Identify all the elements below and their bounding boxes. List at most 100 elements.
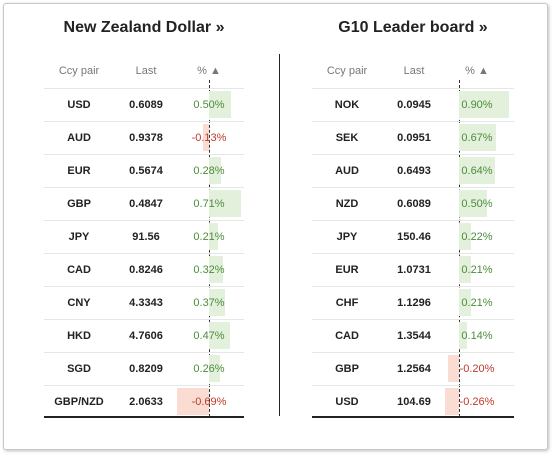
panel-divider	[279, 54, 280, 416]
pct-change-cell: 0.22%	[444, 221, 510, 252]
g10-table: NOK 0.0945 0.90% SEK 0.0951 0.67% AUD 0.6493 0.6…	[312, 88, 514, 418]
ccy-pair-cell[interactable]: HKD	[67, 330, 91, 342]
ccy-pair-cell[interactable]: NOK	[334, 99, 360, 111]
ccy-pair-cell[interactable]: EUR	[335, 264, 359, 276]
table-row[interactable]: CAD 1.3544 0.14%	[312, 319, 514, 352]
ccy-pair-cell[interactable]: GBP	[67, 198, 91, 210]
last-price-cell: 1.1296	[397, 297, 431, 309]
last-price-cell: 1.3544	[397, 330, 431, 342]
ccy-pair-cell[interactable]: GBP	[335, 363, 359, 375]
pct-change-cell: 0.14%	[444, 320, 510, 351]
table-row[interactable]: JPY 150.46 0.22%	[312, 220, 514, 253]
positive-change-bar	[208, 223, 219, 250]
ccy-pair-cell[interactable]: USD	[335, 396, 359, 408]
ccy-pair-cell[interactable]: EUR	[67, 165, 91, 177]
table-row[interactable]: CAD 0.8246 0.32%	[44, 253, 244, 286]
table-row[interactable]: GBP 0.4847 0.71%	[44, 187, 244, 220]
pct-change-value: 0.28%	[193, 165, 225, 177]
positive-change-bar	[459, 322, 468, 349]
ccy-pair-cell[interactable]: CAD	[67, 264, 91, 276]
g10-panel-title[interactable]: G10 Leader board »	[338, 19, 488, 36]
pct-change-value: -0.69%	[191, 396, 227, 408]
pct-change-cell: -0.26%	[444, 386, 510, 417]
positive-change-bar	[459, 289, 471, 316]
pct-change-value: 0.37%	[193, 297, 225, 309]
header-ccy-pair[interactable]: Ccy pair	[326, 65, 368, 77]
table-row[interactable]: SEK 0.0951 0.67%	[312, 121, 514, 154]
table-row[interactable]: EUR 0.5674 0.28%	[44, 154, 244, 187]
positive-change-bar	[459, 91, 509, 118]
ccy-pair-cell[interactable]: AUD	[335, 165, 359, 177]
ccy-pair-cell[interactable]: JPY	[336, 231, 358, 243]
pct-change-value: 0.71%	[193, 198, 225, 210]
ccy-pair-cell[interactable]: CHF	[335, 297, 359, 309]
table-row[interactable]: JPY 91.56 0.21%	[44, 220, 244, 253]
ccy-pair-cell[interactable]: SGD	[67, 363, 91, 375]
last-price-cell: 0.0945	[397, 99, 431, 111]
pct-change-value: 0.32%	[193, 264, 225, 276]
header-pct-change[interactable]: % ▲	[197, 65, 221, 77]
table-row[interactable]: AUD 0.9378 -0.13%	[44, 121, 244, 154]
header-pct-change[interactable]: % ▲	[465, 65, 489, 77]
pct-change-cell: 0.47%	[176, 320, 242, 351]
widget-frame: New Zealand Dollar » Ccy pair Last % ▲ U…	[3, 3, 548, 450]
table-row[interactable]: SGD 0.8209 0.26%	[44, 352, 244, 385]
negative-change-bar	[177, 388, 209, 415]
last-price-cell: 0.8246	[129, 264, 163, 276]
ccy-pair-cell[interactable]: AUD	[67, 132, 91, 144]
positive-change-bar	[208, 157, 222, 184]
pct-change-cell: -0.20%	[444, 353, 510, 384]
last-price-cell: 0.6089	[397, 198, 431, 210]
table-row[interactable]: NZD 0.6089 0.50%	[312, 187, 514, 220]
header-last[interactable]: Last	[403, 65, 425, 77]
table-row[interactable]: CHF 1.1296 0.21%	[312, 286, 514, 319]
nzd-panel-title[interactable]: New Zealand Dollar »	[63, 19, 225, 36]
pct-change-cell: 0.50%	[444, 188, 510, 219]
ccy-pair-cell[interactable]: NZD	[335, 198, 359, 210]
pct-change-value: 0.64%	[461, 165, 493, 177]
pct-change-value: 0.21%	[461, 264, 493, 276]
header-ccy-pair[interactable]: Ccy pair	[58, 65, 100, 77]
ccy-pair-cell[interactable]: CAD	[335, 330, 359, 342]
table-row[interactable]: USD 0.6089 0.50%	[44, 88, 244, 121]
pct-change-value: 0.50%	[461, 198, 493, 210]
table-row[interactable]: AUD 0.6493 0.64%	[312, 154, 514, 187]
table-row[interactable]: GBP/NZD 2.0633 -0.69%	[44, 385, 244, 418]
pct-change-cell: -0.13%	[176, 122, 242, 153]
pct-change-cell: 0.67%	[444, 122, 510, 153]
table-row[interactable]: NOK 0.0945 0.90%	[312, 88, 514, 121]
pct-change-value: 0.90%	[461, 99, 493, 111]
pct-change-value: -0.20%	[459, 363, 495, 375]
last-price-cell: 91.56	[132, 231, 160, 243]
pct-change-cell: 0.71%	[176, 188, 242, 219]
header-last[interactable]: Last	[135, 65, 157, 77]
ccy-pair-cell[interactable]: GBP/NZD	[54, 396, 104, 408]
positive-change-bar	[459, 124, 497, 151]
ccy-pair-cell[interactable]: USD	[67, 99, 91, 111]
table-row[interactable]: CNY 4.3343 0.37%	[44, 286, 244, 319]
pct-change-cell: -0.69%	[176, 386, 242, 417]
last-price-cell: 0.8209	[129, 363, 163, 375]
last-price-cell: 0.9378	[129, 132, 163, 144]
positive-change-bar	[459, 256, 471, 283]
pct-change-value: 0.21%	[193, 231, 225, 243]
positive-change-bar	[208, 190, 241, 217]
last-price-cell: 1.2564	[397, 363, 431, 375]
last-price-cell: 4.3343	[129, 297, 163, 309]
negative-change-bar	[202, 124, 209, 151]
table-row[interactable]: HKD 4.7606 0.47%	[44, 319, 244, 352]
ccy-pair-cell[interactable]: SEK	[335, 132, 359, 144]
positive-change-bar	[208, 355, 221, 382]
table-row[interactable]: EUR 1.0731 0.21%	[312, 253, 514, 286]
pct-change-cell: 0.90%	[444, 89, 510, 120]
last-price-cell: 0.0951	[397, 132, 431, 144]
table-row[interactable]: GBP 1.2564 -0.20%	[312, 352, 514, 385]
pct-change-cell: 0.21%	[444, 254, 510, 285]
ccy-pair-cell[interactable]: JPY	[68, 231, 90, 243]
pct-change-value: 0.26%	[193, 363, 225, 375]
table-row[interactable]: USD 104.69 -0.26%	[312, 385, 514, 418]
negative-change-bar	[445, 388, 460, 415]
pct-change-cell: 0.37%	[176, 287, 242, 318]
ccy-pair-cell[interactable]: CNY	[67, 297, 91, 309]
last-price-cell: 1.0731	[397, 264, 431, 276]
